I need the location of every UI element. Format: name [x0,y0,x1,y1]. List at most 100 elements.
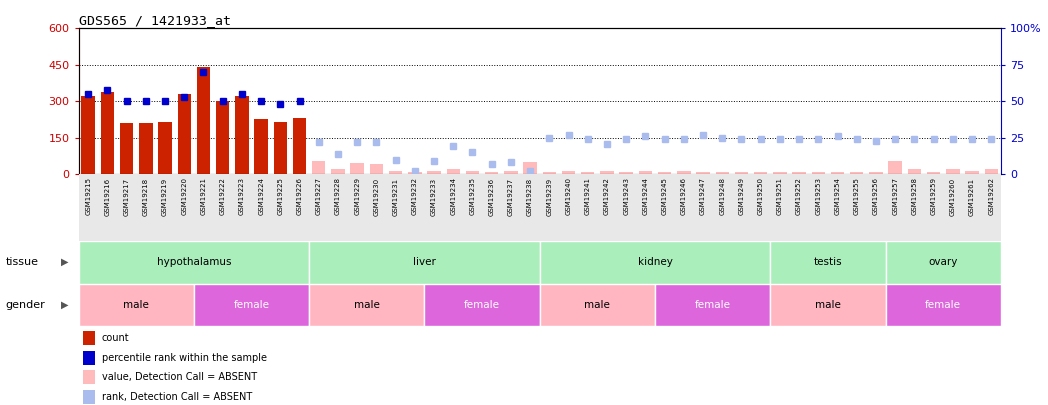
Bar [177,94,191,174]
Text: GSM19217: GSM19217 [124,177,130,215]
Bar [274,122,287,174]
Bar [504,171,518,174]
Text: GSM19228: GSM19228 [335,177,341,215]
Text: GSM19242: GSM19242 [604,177,610,215]
Bar [255,119,268,174]
Bar [485,172,499,174]
Bar [965,171,979,174]
Bar [792,172,806,174]
Text: GSM19245: GSM19245 [661,177,668,215]
Text: GSM19258: GSM19258 [912,177,917,215]
Text: GSM19257: GSM19257 [892,177,898,215]
Text: liver: liver [413,257,436,267]
Bar [83,331,94,345]
Bar [696,172,709,174]
Text: ovary: ovary [929,257,958,267]
Bar [658,172,672,174]
Text: GSM19249: GSM19249 [739,177,744,215]
Bar [139,123,153,174]
Bar [619,172,633,174]
Text: GDS565 / 1421933_at: GDS565 / 1421933_at [79,14,231,27]
Bar [350,163,364,174]
Bar [216,101,230,174]
Bar [428,171,441,174]
Bar [309,284,424,326]
Bar [158,122,172,174]
Text: female: female [695,300,730,310]
Text: female: female [234,300,269,310]
Text: GSM19241: GSM19241 [585,177,591,215]
Bar [773,172,787,174]
Bar [424,284,540,326]
Bar [831,172,845,174]
Bar [850,172,864,174]
Text: GSM19220: GSM19220 [181,177,188,215]
Text: GSM19230: GSM19230 [373,177,379,215]
Text: GSM19256: GSM19256 [873,177,879,215]
Text: GSM19259: GSM19259 [931,177,937,215]
Text: GSM19232: GSM19232 [412,177,418,215]
Text: GSM19215: GSM19215 [85,177,91,215]
Bar [543,172,556,174]
Text: gender: gender [5,300,45,310]
Bar [581,172,594,174]
Bar [465,171,479,174]
Bar [292,118,306,174]
Bar [312,161,326,174]
Text: GSM19222: GSM19222 [220,177,225,215]
Bar [946,169,960,174]
Text: GSM19244: GSM19244 [642,177,649,215]
Bar [523,162,537,174]
Text: GSM19216: GSM19216 [105,177,110,215]
Bar [926,172,940,174]
Text: percentile rank within the sample: percentile rank within the sample [102,353,266,362]
Text: GSM19226: GSM19226 [297,177,303,215]
Text: GSM19221: GSM19221 [200,177,206,215]
Bar [309,241,540,284]
Bar [446,169,460,174]
Bar [562,171,575,174]
Text: GSM19251: GSM19251 [777,177,783,215]
Bar [908,169,921,174]
Bar [811,172,825,174]
Bar [83,370,94,384]
Text: GSM19237: GSM19237 [508,177,514,215]
Text: GSM19233: GSM19233 [431,177,437,215]
Bar [389,171,402,174]
Bar [601,171,614,174]
Bar [889,161,902,174]
Text: GSM19248: GSM19248 [719,177,725,215]
Bar [83,390,94,404]
Text: testis: testis [813,257,843,267]
Text: GSM19247: GSM19247 [700,177,706,215]
Text: GSM19229: GSM19229 [354,177,361,215]
Text: GSM19262: GSM19262 [988,177,995,215]
Text: male: male [124,300,149,310]
Bar [82,96,95,174]
Bar [770,284,886,326]
Text: kidney: kidney [637,257,673,267]
Text: GSM19252: GSM19252 [796,177,802,215]
Bar [886,241,1001,284]
Bar [235,96,248,174]
Text: GSM19243: GSM19243 [624,177,629,215]
Text: GSM19253: GSM19253 [815,177,822,215]
Text: GSM19240: GSM19240 [566,177,571,215]
Text: GSM19261: GSM19261 [969,177,975,215]
Text: ▶: ▶ [61,257,69,267]
Text: female: female [925,300,961,310]
Bar [655,284,770,326]
Text: count: count [102,333,129,343]
Text: GSM19231: GSM19231 [393,177,398,215]
Bar [754,172,767,174]
Bar [194,284,309,326]
Text: male: male [354,300,379,310]
Bar [677,171,691,174]
Bar [540,284,655,326]
Text: GSM19223: GSM19223 [239,177,245,215]
Text: GSM19246: GSM19246 [681,177,686,215]
Text: value, Detection Call = ABSENT: value, Detection Call = ABSENT [102,372,257,382]
Text: ▶: ▶ [61,300,69,310]
Text: GSM19238: GSM19238 [527,177,533,215]
Text: male: male [815,300,840,310]
